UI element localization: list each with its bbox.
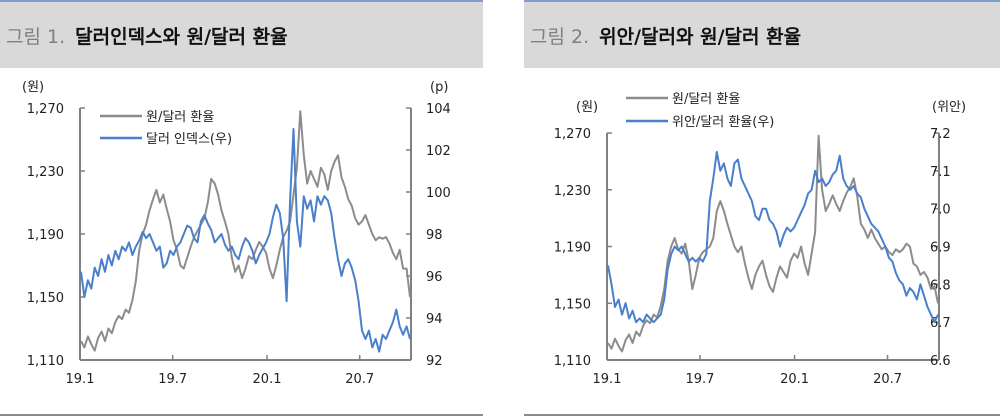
y-left-tick-label: 1,150	[554, 297, 591, 312]
legend-label: 원/달러 환율	[672, 92, 740, 107]
legend-label: 원/달러 환율	[146, 110, 214, 125]
y-right-tick-label: 94	[426, 312, 443, 327]
y-left-tick-label: 1,190	[554, 241, 591, 256]
y-left-tick-label: 1,110	[27, 354, 64, 369]
y-right-tick-label: 6.6	[930, 354, 951, 369]
x-tick-label: 19.7	[685, 372, 714, 387]
x-tick-label: 20.1	[253, 372, 282, 387]
series-line	[80, 110, 411, 352]
y-right-tick-label: 96	[426, 270, 443, 285]
y-left-unit: (원)	[576, 100, 598, 115]
y-right-unit: (p)	[430, 80, 448, 95]
y-right-tick-label: 6.9	[930, 241, 951, 256]
legend-label: 달러 인덱스(우)	[146, 132, 232, 147]
figure-1-title-bar: 그림 1. 달러인덱스와 원/달러 환율	[0, 0, 483, 68]
figure-1-bottom-rule	[0, 414, 483, 416]
y-right-tick-label: 7.2	[930, 127, 951, 142]
x-tick-label: 19.1	[66, 372, 95, 387]
y-right-tick-label: 7.1	[930, 165, 951, 180]
y-right-tick-label: 7.0	[930, 203, 951, 218]
figure-1-panel: 그림 1. 달러인덱스와 원/달러 환율 1,110 1,150 1,190 1,23…	[0, 0, 483, 418]
figure-2-chart: 1,1101,1501,1901,2301,2706.66.76.86.97.0…	[554, 92, 966, 387]
y-left-unit: (원)	[22, 80, 44, 95]
axes	[606, 132, 940, 361]
figure-1-chart: 1,110 1,150 1,190 1,230 1,270 92 94 96 98 100 102 1…	[22, 80, 451, 387]
series-line	[607, 134, 939, 353]
x-tick-label: 20.7	[345, 372, 374, 387]
y-right-tick-label: 104	[426, 102, 451, 117]
figure-2-title-bar: 그림 2. 위안/달러와 원/달러 환율	[524, 0, 1000, 68]
y-left-tick-label: 1,150	[27, 291, 64, 306]
y-left-tick-label: 1,230	[554, 184, 591, 199]
y-right-tick-label: 92	[426, 354, 443, 369]
y-right-tick-label: 102	[426, 144, 451, 159]
figure-2-bottom-rule	[524, 414, 1000, 416]
axes	[79, 107, 412, 361]
y-left-tick-label: 1,190	[27, 228, 64, 243]
figure-2-panel: 그림 2. 위안/달러와 원/달러 환율 1,110 1,150 1,190 1,23…	[524, 0, 1000, 418]
y-right-tick-label: 6.8	[930, 278, 951, 293]
y-left-tick-label: 1,230	[27, 165, 64, 180]
x-tick-label: 19.1	[593, 372, 622, 387]
y-right-unit: (위안)	[932, 100, 966, 115]
figure-1-title: 달러인덱스와 원/달러 환율	[75, 25, 288, 48]
legend-label: 위안/달러 환율(우)	[672, 115, 774, 130]
figure-1-number: 그림 1.	[6, 25, 66, 48]
y-right-tick-label: 100	[426, 186, 451, 201]
y-left-tick-label: 1,110	[554, 354, 591, 369]
x-tick-label: 20.1	[780, 372, 809, 387]
x-tick-label: 20.7	[873, 372, 902, 387]
y-left-tick-label: 1,270	[554, 127, 591, 142]
y-right-tick-label: 98	[426, 228, 443, 243]
series-line	[80, 128, 411, 353]
series-line	[607, 150, 939, 324]
figure-2-number: 그림 2.	[530, 25, 590, 48]
y-left-tick-label: 1,270	[27, 102, 64, 117]
x-tick-label: 19.7	[158, 372, 187, 387]
figure-2-title: 위안/달러와 원/달러 환율	[599, 25, 802, 48]
